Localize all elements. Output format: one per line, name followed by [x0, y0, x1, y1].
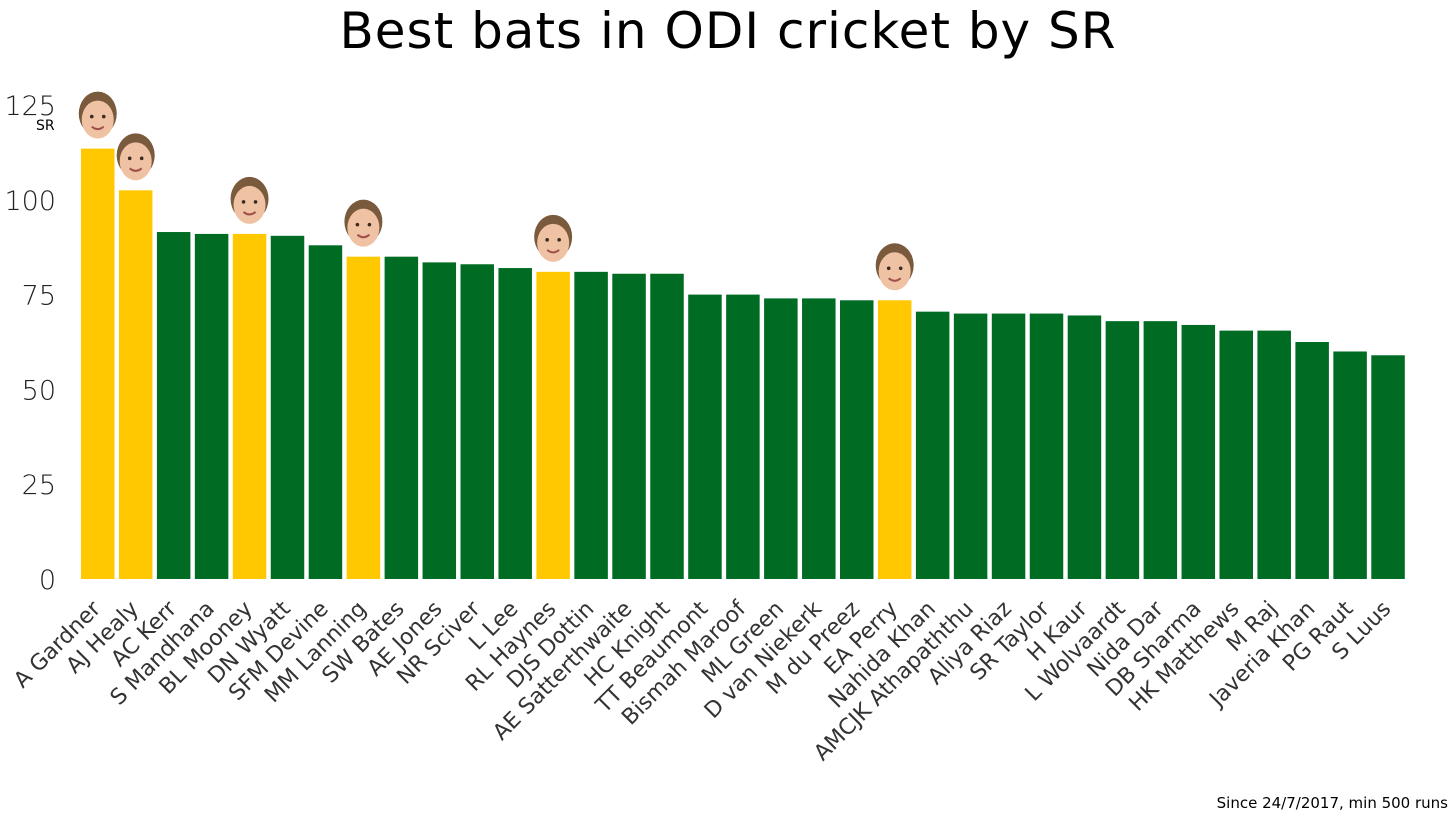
bar [802, 298, 836, 579]
bar [1105, 321, 1140, 579]
bar [840, 300, 874, 579]
footnote: Since 24/7/2017, min 500 runs [1216, 794, 1448, 812]
bar [498, 268, 532, 579]
bar [156, 232, 191, 580]
bar [1029, 313, 1064, 579]
bar [726, 294, 760, 579]
y-tick-label: 75 [22, 281, 56, 312]
bar [536, 271, 570, 579]
bar [1333, 351, 1367, 579]
chart-title: Best bats in ODI cricket by SR [339, 2, 1117, 60]
bar [232, 233, 267, 580]
bar [1067, 315, 1102, 579]
bars [81, 148, 1405, 580]
bar [1295, 342, 1329, 579]
player-face-icon [116, 133, 155, 181]
y-tick-label: 50 [22, 375, 56, 406]
bar [953, 313, 988, 579]
player-face-icon [344, 199, 383, 247]
player-face-icon [875, 243, 914, 291]
y-axis: 0 25 50 75 100 125 [4, 91, 56, 596]
y-axis-label: SR [36, 118, 55, 134]
bar [1181, 324, 1216, 579]
bar [422, 262, 457, 579]
bar [194, 233, 229, 580]
bar [688, 294, 722, 579]
y-tick-label: 0 [39, 565, 56, 596]
bar [991, 313, 1026, 579]
y-tick-label: 25 [22, 470, 56, 501]
bar [308, 245, 343, 579]
player-face-icon [230, 176, 269, 224]
bar [764, 298, 798, 579]
bar [1219, 330, 1253, 579]
bar [915, 311, 950, 579]
bar [346, 256, 381, 579]
bar [574, 271, 608, 579]
bar [384, 256, 419, 579]
bar [1143, 321, 1178, 579]
bar [877, 300, 912, 579]
player-face-icon [78, 91, 117, 139]
y-tick-label: 125 [4, 91, 56, 122]
player-face-icon [534, 214, 573, 262]
bar [460, 264, 494, 579]
bar [270, 235, 305, 579]
bar [1371, 355, 1405, 579]
bar [650, 273, 684, 579]
bar [1257, 330, 1291, 579]
bar [81, 148, 115, 579]
bar [612, 273, 646, 579]
player-faces [78, 91, 914, 291]
y-tick-label: 100 [4, 186, 56, 217]
bar [118, 190, 153, 579]
